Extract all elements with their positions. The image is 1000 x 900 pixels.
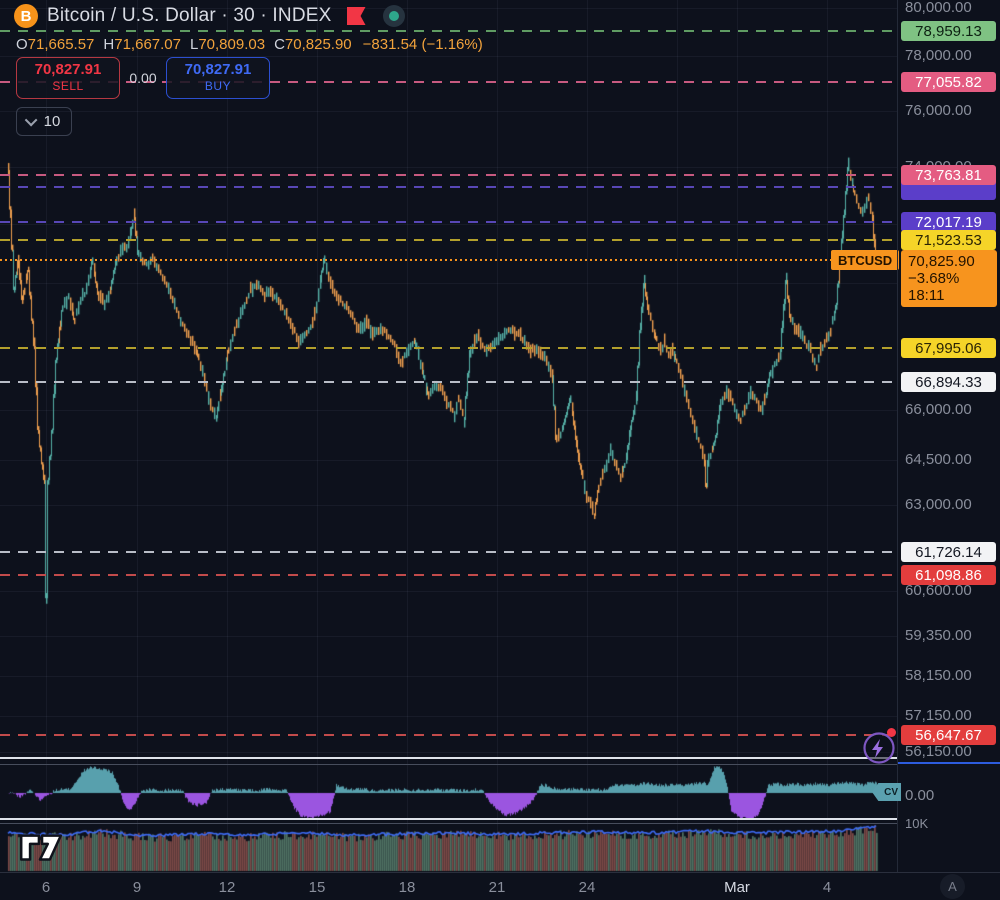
price-level-line[interactable] (0, 186, 897, 188)
panel-divider-2[interactable] (0, 818, 897, 820)
time-axis-label: 21 (488, 879, 506, 896)
price-grid-label: 64,500.00 (905, 451, 972, 468)
price-level-line[interactable] (0, 221, 897, 223)
sell-button[interactable]: 70,827.91 SELL (16, 57, 120, 99)
buy-button[interactable]: 70,827.91 BUY (166, 57, 270, 99)
price-level-line[interactable] (0, 30, 897, 32)
time-axis-label: 12 (218, 879, 236, 896)
tradingview-logo-icon[interactable] (16, 824, 66, 868)
last-price-badge[interactable]: 70,825.90 −3.68% 18:11 (901, 250, 997, 307)
flag-icon[interactable] (346, 7, 366, 25)
chevron-down-icon (24, 113, 38, 127)
sell-label: SELL (52, 79, 84, 93)
close-label: C (274, 36, 285, 53)
price-grid-label: 57,150.00 (905, 707, 972, 724)
price-level-badge[interactable]: 56,647.67 (901, 725, 996, 745)
time-axis-label: 15 (308, 879, 326, 896)
ohlc-row: O71,665.57 H71,667.07 L70,809.03 C70,825.90… (16, 36, 483, 53)
price-level-badge[interactable]: 78,959.13 (901, 21, 996, 41)
price-chart-canvas[interactable] (0, 0, 897, 757)
panel-divider-1-shadow (0, 764, 897, 765)
time-axis-label: 18 (398, 879, 416, 896)
high-label: H (103, 36, 115, 53)
symbol-header: B Bitcoin / U.S. Dollar · 30 · INDEX (14, 4, 405, 28)
price-grid-label: 56,150.00 (905, 743, 972, 760)
notification-dot (887, 728, 896, 737)
last-time: 18:11 (908, 287, 945, 304)
volume-scale-label: 10K (905, 816, 929, 831)
change-value: −831.54 (−1.16%) (362, 36, 483, 53)
price-level-badge[interactable] (901, 180, 996, 200)
symbol-price-flag: BTCUSD (831, 250, 900, 270)
price-grid-label: 58,150.00 (905, 667, 972, 684)
price-level-line[interactable] (0, 347, 897, 349)
price-level-line[interactable] (0, 551, 897, 553)
interval-dropdown[interactable]: 10 (16, 107, 72, 136)
cvd-series-flag: CV (872, 783, 901, 801)
price-level-line[interactable] (0, 81, 897, 83)
price-level-line[interactable] (0, 174, 897, 176)
cvd-panel-canvas[interactable] (0, 766, 897, 820)
low-value: 70,809.03 (198, 36, 266, 53)
price-grid-label: 59,350.00 (905, 627, 972, 644)
spread-value: 0.00 (129, 70, 157, 86)
high-value: 71,667.07 (114, 36, 181, 53)
status-dot-icon[interactable] (382, 5, 405, 27)
time-axis-label: 6 (41, 879, 51, 896)
panel-divider-2-shadow (0, 823, 897, 824)
price-level-line[interactable] (0, 381, 897, 383)
bitcoin-icon: B (14, 4, 38, 28)
price-grid-label: 63,000.00 (905, 496, 972, 513)
price-level-badge[interactable]: 72,017.19 (901, 212, 996, 232)
interval-value: 10 (43, 113, 61, 130)
price-level-badge[interactable]: 73,763.81 (901, 165, 996, 185)
price-level-badge[interactable]: 61,098.86 (901, 565, 996, 585)
trade-buttons-row: 70,827.91 SELL 0.00 70,827.91 BUY (16, 57, 270, 99)
price-level-badge[interactable]: 71,523.53 (901, 230, 996, 250)
close-value: 70,825.90 (284, 36, 352, 53)
price-grid-label: 80,000.00 (905, 0, 972, 16)
time-axis-label: Mar (724, 879, 750, 896)
open-label: O (16, 36, 28, 53)
price-grid-label: 60,600.00 (905, 582, 972, 599)
price-level-badge[interactable]: 66,894.33 (901, 372, 996, 392)
panel-divider-1[interactable] (0, 757, 897, 759)
price-level-badge[interactable]: 67,995.06 (901, 338, 996, 358)
open-value: 71,665.57 (27, 36, 95, 53)
time-axis[interactable]: 6 9 12 15 18 21 24 Mar 4 (0, 872, 1000, 900)
sell-price: 70,827.91 (34, 61, 102, 78)
buy-label: BUY (204, 79, 232, 93)
timezone-button[interactable]: A (940, 874, 965, 899)
price-level-line[interactable] (0, 259, 897, 261)
price-level-badge[interactable]: 77,055.82 (901, 72, 996, 92)
price-level-line[interactable] (0, 574, 897, 576)
volume-panel-canvas[interactable] (0, 822, 897, 872)
low-label: L (189, 36, 199, 53)
last-change-pct: −3.68% (908, 270, 960, 287)
time-axis-label: 4 (822, 879, 832, 896)
price-scale[interactable]: 70,825.90 −3.68% 18:11 80,000.00 78,000.0… (897, 0, 1000, 872)
price-grid-label: 76,000.00 (905, 102, 972, 119)
time-axis-label: 24 (578, 879, 596, 896)
price-level-line[interactable] (0, 734, 897, 736)
scale-accent-line (898, 762, 1000, 764)
price-grid-label: 78,000.00 (905, 47, 972, 64)
price-grid-label: 66,000.00 (905, 401, 972, 418)
symbol-title: Bitcoin / U.S. Dollar · 30 · INDEX (47, 5, 332, 26)
cvd-zero-label: 0.00 (905, 787, 935, 804)
last-price: 70,825.90 (908, 253, 975, 270)
time-axis-label: 9 (132, 879, 142, 896)
buy-price: 70,827.91 (184, 61, 252, 78)
price-level-line[interactable] (0, 239, 897, 241)
lightning-icon (863, 732, 895, 764)
price-level-badge[interactable]: 61,726.14 (901, 542, 996, 562)
instant-trade-button[interactable] (861, 728, 897, 766)
